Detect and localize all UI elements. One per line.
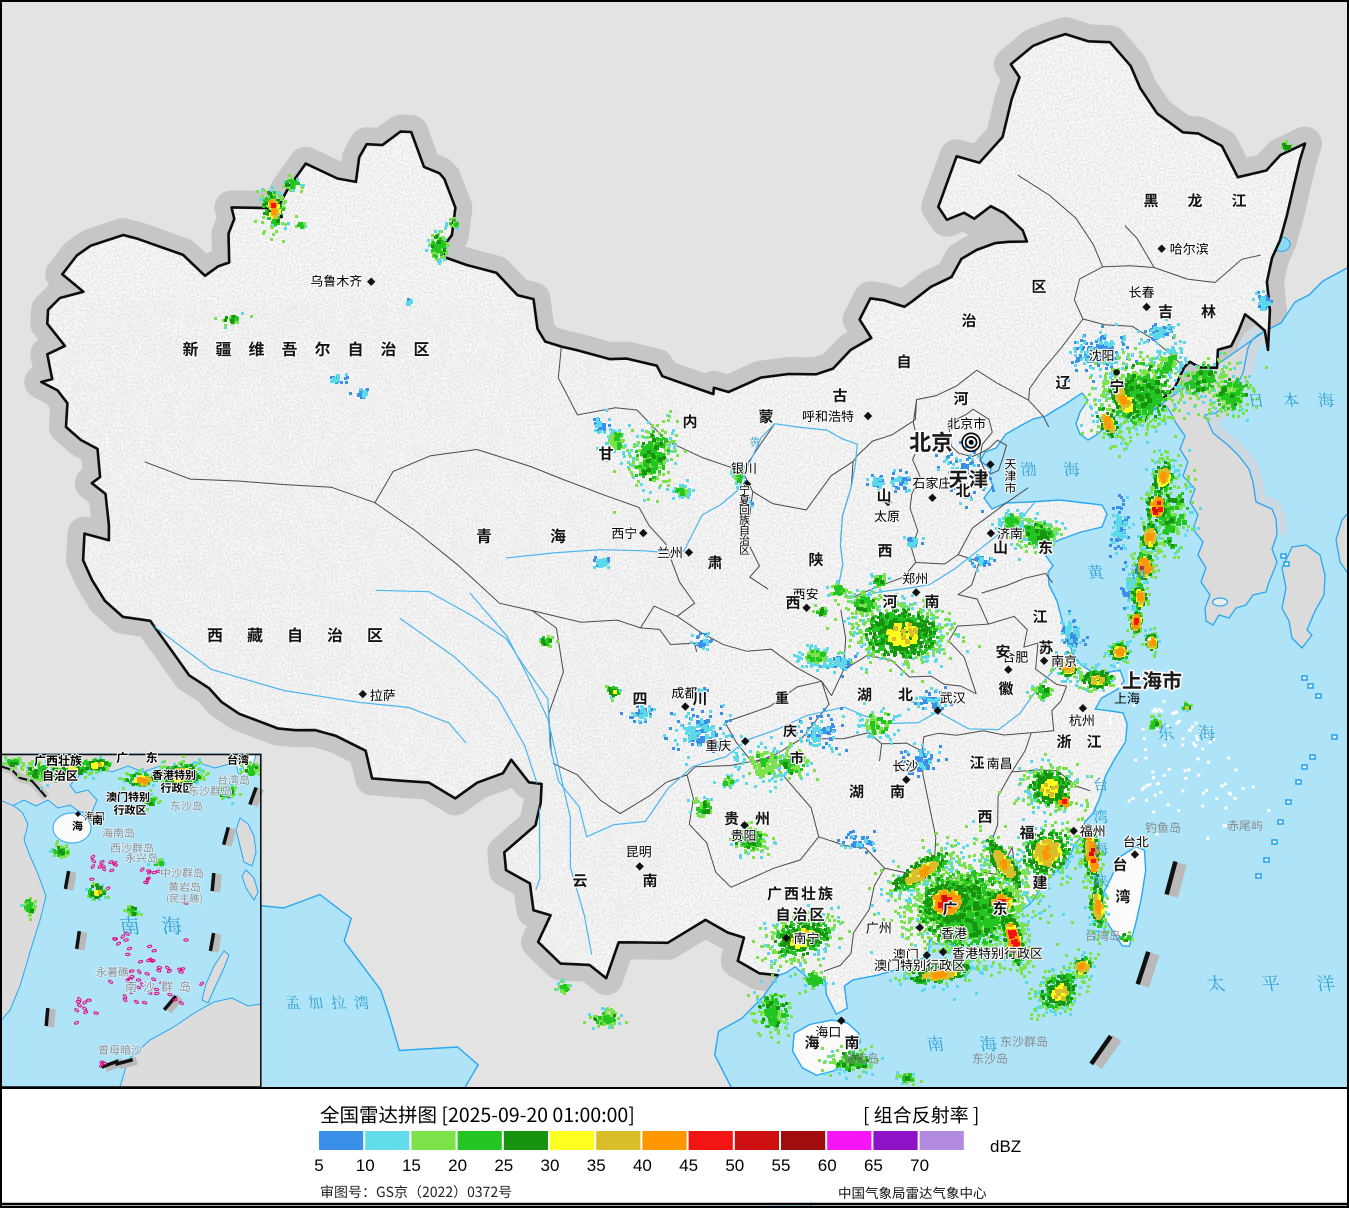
svg-text:35: 35 xyxy=(587,1156,606,1175)
svg-text:60: 60 xyxy=(818,1156,837,1175)
svg-text:25: 25 xyxy=(494,1156,513,1175)
svg-text:65: 65 xyxy=(864,1156,883,1175)
svg-text:dBZ: dBZ xyxy=(990,1137,1021,1156)
svg-text:50: 50 xyxy=(725,1156,744,1175)
svg-text:15: 15 xyxy=(402,1156,421,1175)
svg-text:55: 55 xyxy=(772,1156,791,1175)
svg-text:20: 20 xyxy=(448,1156,467,1175)
svg-text:40: 40 xyxy=(633,1156,652,1175)
svg-text:45: 45 xyxy=(679,1156,698,1175)
svg-text:10: 10 xyxy=(356,1156,375,1175)
svg-text:30: 30 xyxy=(541,1156,560,1175)
svg-text:70: 70 xyxy=(910,1156,929,1175)
svg-text:5: 5 xyxy=(314,1156,323,1175)
